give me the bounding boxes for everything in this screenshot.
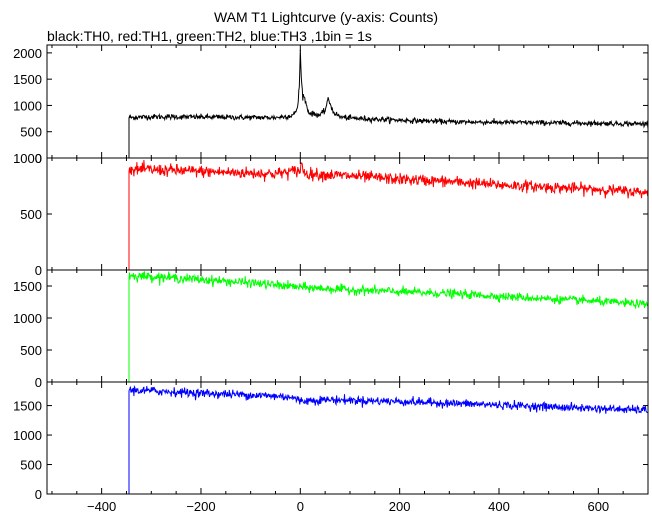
- y-tick-label: 0: [35, 151, 42, 166]
- x-tick-label: −200: [186, 499, 215, 514]
- y-tick-label: 0: [35, 487, 42, 502]
- y-tick-label: 1500: [13, 279, 42, 294]
- x-tick-label: −400: [87, 499, 116, 514]
- y-tick-label: 1000: [13, 98, 42, 113]
- panels-layer: 0500100015002000050010000500100015000500…: [13, 44, 649, 502]
- series-line-th0: [47, 49, 648, 158]
- panel-frame: [46, 381, 649, 495]
- series-line-th2: [47, 271, 648, 382]
- y-tick-label: 500: [20, 458, 42, 473]
- series-line-th3: [47, 385, 648, 494]
- y-tick-label: 1000: [13, 311, 42, 326]
- panel-th3: 0 500 1000 1500: [13, 381, 649, 502]
- x-tick-label: 0: [297, 499, 304, 514]
- x-tick-label: 600: [587, 499, 609, 514]
- y-tick-label: 1000: [13, 151, 42, 166]
- x-tick-label: 400: [488, 499, 510, 514]
- y-tick-label: 2000: [13, 46, 42, 61]
- chart-subtitle: black:TH0, red:TH1, green:TH2, blue:TH3 …: [47, 28, 372, 44]
- chart-title: WAM T1 Lightcurve (y-axis: Counts): [214, 9, 438, 25]
- y-tick-label: 1500: [13, 72, 42, 87]
- x-tick-label: 200: [389, 499, 411, 514]
- panel-frame: [46, 269, 649, 383]
- panel-frame: [46, 44, 649, 159]
- series-line-th1: [47, 159, 648, 270]
- panel-th0: 0 500 1000 1500 2000: [13, 44, 649, 166]
- panel-th1: 0 500 1000: [13, 151, 649, 278]
- y-tick-label: 500: [20, 207, 42, 222]
- y-tick-label: 1500: [13, 399, 42, 414]
- y-tick-label: 0: [35, 375, 42, 390]
- y-tick-label: 500: [20, 125, 42, 140]
- panel-th2: 0 500 1000 1500: [13, 269, 649, 390]
- x-axis: −400 −200 0 200 400 600: [87, 499, 609, 514]
- y-tick-label: 1000: [13, 428, 42, 443]
- y-tick-label: 500: [20, 343, 42, 358]
- y-tick-label: 0: [35, 263, 42, 278]
